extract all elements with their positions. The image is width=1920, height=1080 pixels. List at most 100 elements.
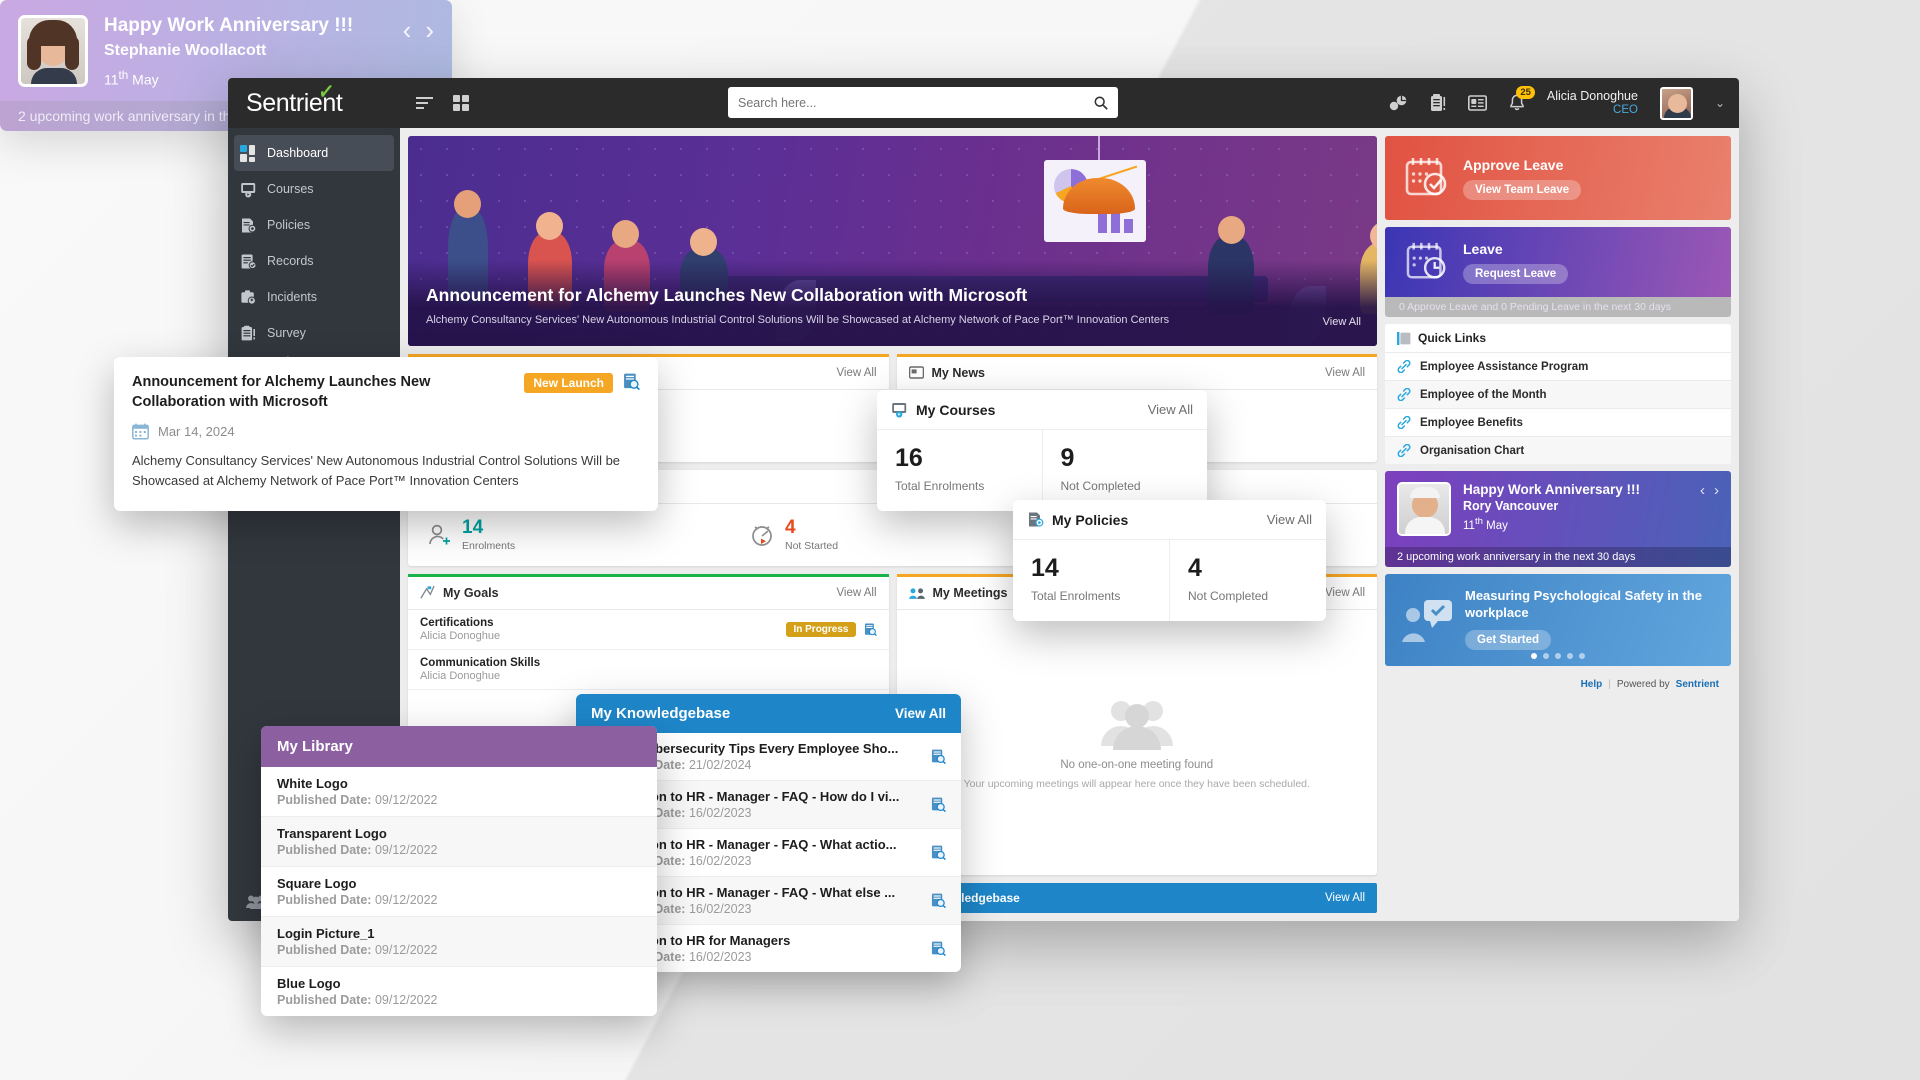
link-icon [1397, 360, 1411, 373]
goal-owner: Alicia Donoghue [420, 670, 501, 682]
user-info[interactable]: Alicia Donoghue CEO [1547, 89, 1638, 117]
grid-icon[interactable] [453, 95, 469, 111]
view-all-link[interactable]: View All [836, 587, 877, 599]
goal-title: Communication Skills [420, 657, 541, 669]
view-all-link[interactable]: View All [894, 706, 946, 721]
sidebar-item-dashboard[interactable]: Dashboard [234, 135, 394, 171]
anniversary-heading: Happy Work Anniversary !!! [1463, 482, 1641, 497]
announcement-popup[interactable]: Announcement for Alchemy Launches New Co… [114, 357, 658, 512]
quick-link-item[interactable]: Employee of the Month [1385, 380, 1731, 408]
popup-title: My Policies [1052, 511, 1129, 528]
meetings-icon [908, 587, 925, 600]
sidebar-item-policies[interactable]: Policies [228, 207, 400, 243]
sidebar-item-label: Records [267, 254, 314, 268]
quick-link-item[interactable]: Organisation Chart [1385, 436, 1731, 464]
view-all-link[interactable]: View All [1324, 367, 1365, 379]
list-item[interactable]: Blue Logo Published Date: 09/12/2022 [261, 967, 657, 1016]
document-search-icon[interactable] [864, 623, 877, 636]
empty-sub: Your upcoming meetings will appear here … [963, 777, 1310, 790]
kb-item-date: 16/02/2023 [688, 854, 752, 868]
hero-banner[interactable]: Announcement for Alchemy Launches New Co… [408, 136, 1377, 346]
anniversary-footnote: 2 upcoming work anniversary in the next … [1385, 547, 1731, 567]
view-all-link[interactable]: View All [1147, 402, 1193, 417]
list-item[interactable]: Square Logo Published Date: 09/12/2022 [261, 867, 657, 917]
search-icon[interactable] [1094, 96, 1108, 110]
popup-title: My Library [261, 726, 657, 767]
tab-knowledgebase[interactable]: My Knowledgebase View All [896, 883, 1377, 913]
quick-link-item[interactable]: Employee Assistance Program [1385, 352, 1731, 380]
quick-link-label: Employee Assistance Program [1420, 360, 1589, 373]
app-footer: Help | Powered by Sentrient [1385, 673, 1731, 695]
hero-view-all[interactable]: View All [1322, 316, 1361, 328]
bell-icon[interactable]: 25 [1509, 86, 1535, 112]
help-link[interactable]: Help [1580, 678, 1603, 690]
document-search-icon[interactable] [931, 893, 946, 908]
brand-logo[interactable]: Sentrient ✓ [228, 78, 400, 128]
my-policies-popup[interactable]: My Policies View All 14 Total Enrolments… [1013, 500, 1326, 621]
list-item[interactable]: Transparent Logo Published Date: 09/12/2… [261, 817, 657, 867]
approve-leave-card[interactable]: Approve Leave View Team Leave [1385, 136, 1731, 220]
view-all-link[interactable]: View All [1266, 512, 1312, 527]
my-library-popup[interactable]: My Library White Logo Published Date: 09… [261, 726, 657, 1016]
library-date-label: Published Date: [277, 893, 372, 907]
quick-links-icon [1397, 331, 1411, 345]
quick-link-item[interactable]: Employee Benefits [1385, 408, 1731, 436]
library-item-title: Square Logo [277, 876, 357, 891]
card-title: My News [931, 366, 986, 380]
stat-total-enrolments: 16 Total Enrolments [877, 430, 1042, 511]
sidebar-item-records[interactable]: Records [228, 243, 400, 279]
card-title: My Goals [443, 586, 499, 600]
search-bar[interactable] [728, 87, 1118, 118]
goal-row[interactable]: Communication Skills Alicia Donoghue [408, 650, 889, 690]
kb-item-date: 16/02/2023 [688, 902, 752, 916]
list-item[interactable]: Login Picture_1 Published Date: 09/12/20… [261, 917, 657, 967]
sidebar-item-courses[interactable]: Courses [228, 171, 400, 207]
leave-card[interactable]: Leave Request Leave 0 Approve Leave and … [1385, 227, 1731, 317]
carousel-dots[interactable] [1531, 653, 1585, 659]
avatar[interactable] [1659, 86, 1693, 120]
clipboard-icon[interactable] [1430, 94, 1446, 112]
anniversary-month: May [1486, 519, 1508, 532]
request-leave-button[interactable]: Request Leave [1463, 263, 1569, 284]
prev-arrow-icon[interactable]: ‹ [1700, 482, 1705, 499]
view-all-link[interactable]: View All [1324, 587, 1365, 599]
quick-link-label: Organisation Chart [1420, 444, 1525, 457]
search-input[interactable] [738, 95, 1094, 110]
document-search-icon[interactable] [931, 845, 946, 860]
goal-row[interactable]: Certifications Alicia Donoghue In Progre… [408, 610, 889, 650]
work-anniversary-card[interactable]: Happy Work Anniversary !!! Rory Vancouve… [1385, 471, 1731, 567]
card-title: Quick Links [1418, 331, 1487, 345]
next-arrow-icon[interactable]: › [1714, 482, 1719, 499]
popup-title: My Knowledgebase [591, 705, 731, 722]
analytics-icon[interactable] [1389, 95, 1408, 112]
document-search-icon[interactable] [931, 749, 946, 764]
anniversary-ordinal: th [1474, 516, 1483, 527]
chevron-down-icon[interactable]: ⌄ [1714, 96, 1725, 110]
document-search-icon[interactable] [931, 797, 946, 812]
stat-not-completed: 4 Not Completed [1169, 540, 1326, 621]
promo-card[interactable]: Measuring Psychological Safety in the wo… [1385, 574, 1731, 666]
view-all-link[interactable]: View All [1324, 892, 1365, 904]
powered-by-label: Powered by [1616, 678, 1670, 690]
footer-brand-link[interactable]: Sentrient [1675, 678, 1719, 690]
document-search-icon[interactable] [623, 373, 640, 390]
my-courses-popup[interactable]: My Courses View All 16 Total Enrolments … [877, 390, 1207, 511]
news-icon[interactable] [1467, 95, 1487, 111]
calendar-icon [132, 423, 149, 440]
card-title: Approve Leave [1463, 156, 1564, 173]
get-started-button[interactable]: Get Started [1465, 629, 1551, 650]
my-meetings-card: My Meetings View All No one-on-one meeti… [896, 574, 1377, 875]
anniversary-day: 11 [1463, 519, 1475, 532]
list-item[interactable]: White Logo Published Date: 09/12/2022 [261, 767, 657, 817]
view-team-leave-button[interactable]: View Team Leave [1463, 179, 1582, 200]
sidebar-item-incidents[interactable]: Incidents [228, 279, 400, 315]
sidebar-item-label: Policies [267, 218, 311, 232]
view-all-link[interactable]: View All [836, 367, 877, 379]
hero-title: Announcement for Alchemy Launches New Co… [426, 285, 1028, 305]
sidebar-item-survey[interactable]: Survey [228, 315, 400, 351]
hamburger-icon[interactable] [416, 96, 433, 110]
library-date-label: Published Date: [277, 843, 372, 857]
library-item-date: 09/12/2022 [374, 943, 438, 957]
stat-label: Not Completed [1188, 589, 1269, 603]
document-search-icon[interactable] [931, 941, 946, 956]
